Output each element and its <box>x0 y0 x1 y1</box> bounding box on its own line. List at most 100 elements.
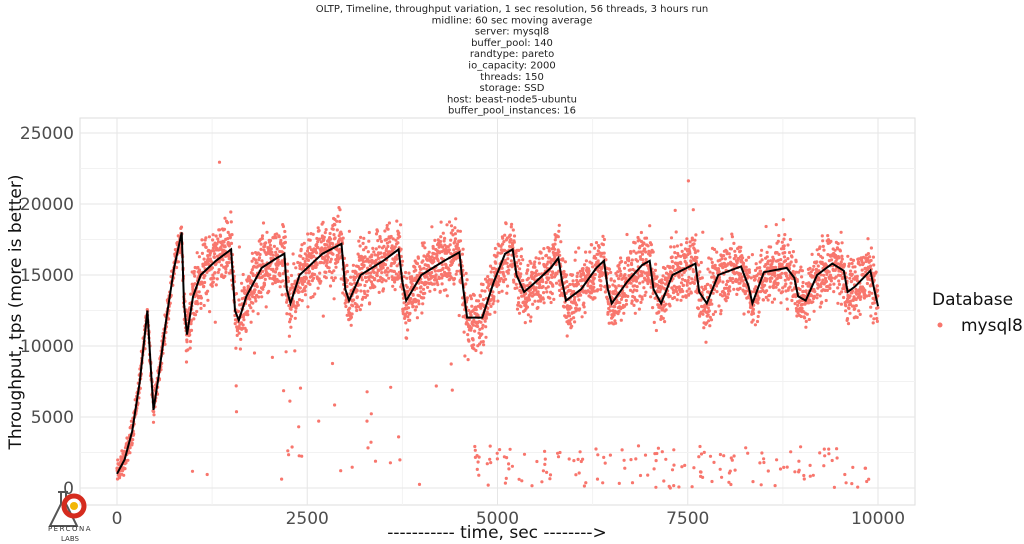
data-point <box>613 305 617 309</box>
data-point <box>731 277 735 281</box>
data-point <box>559 240 563 244</box>
data-point <box>577 471 581 475</box>
data-point <box>423 291 427 295</box>
data-point <box>512 234 517 238</box>
data-point <box>239 321 243 325</box>
data-point <box>765 289 769 293</box>
data-point <box>186 348 190 352</box>
data-point <box>304 271 308 275</box>
data-point <box>230 233 234 237</box>
data-point <box>659 287 663 291</box>
data-point <box>399 223 403 227</box>
data-point <box>869 264 873 268</box>
data-point <box>311 266 315 271</box>
data-point <box>541 297 545 301</box>
data-point <box>434 273 438 277</box>
data-point <box>373 459 378 463</box>
data-point <box>254 299 258 303</box>
data-point <box>808 282 813 287</box>
data-point <box>500 266 504 270</box>
data-point <box>716 267 721 271</box>
data-point <box>439 220 443 224</box>
data-point <box>867 293 871 298</box>
data-point <box>593 272 597 277</box>
data-point <box>451 259 456 263</box>
data-point <box>550 275 554 279</box>
data-point <box>465 278 469 282</box>
data-point <box>837 256 841 260</box>
svg-text:PERCONA: PERCONA <box>48 525 92 533</box>
data-point <box>538 283 542 287</box>
data-point <box>784 282 788 286</box>
data-point <box>518 274 522 278</box>
data-point <box>610 296 615 300</box>
data-point <box>394 238 398 242</box>
data-point <box>553 247 557 251</box>
data-point <box>223 216 227 220</box>
data-point <box>193 282 197 286</box>
data-point <box>298 286 302 290</box>
data-point <box>642 241 646 246</box>
data-point <box>281 224 285 229</box>
data-point <box>623 261 628 265</box>
data-point <box>300 299 304 303</box>
data-point <box>581 457 585 461</box>
data-point <box>782 244 786 248</box>
data-point <box>343 301 347 305</box>
data-point <box>681 289 685 293</box>
data-point <box>446 274 450 278</box>
data-point <box>214 283 218 287</box>
data-point <box>237 298 241 302</box>
data-point <box>415 316 419 320</box>
data-point <box>821 244 825 248</box>
data-point <box>519 262 523 266</box>
data-point <box>670 468 675 472</box>
data-point <box>241 315 245 319</box>
data-point <box>676 251 680 256</box>
data-point <box>453 239 457 244</box>
data-point <box>222 227 227 231</box>
data-point <box>853 270 857 274</box>
data-point <box>776 239 780 243</box>
data-point <box>856 485 860 489</box>
data-point <box>549 261 553 265</box>
data-point <box>750 253 755 257</box>
data-point <box>673 251 677 255</box>
data-point <box>548 256 552 260</box>
data-point <box>469 326 473 330</box>
data-point <box>223 274 227 278</box>
data-point <box>623 466 627 470</box>
data-point <box>741 256 745 260</box>
data-point <box>124 461 128 465</box>
data-point <box>613 319 617 323</box>
data-point <box>322 235 326 239</box>
data-point <box>768 272 772 276</box>
data-point <box>435 278 439 282</box>
data-point <box>200 282 204 286</box>
data-point <box>789 450 793 454</box>
data-point <box>721 280 725 284</box>
data-point <box>773 271 777 275</box>
data-point <box>297 298 302 302</box>
data-point <box>609 270 613 275</box>
data-point <box>326 251 330 255</box>
data-point <box>432 282 436 286</box>
data-point <box>315 242 319 247</box>
data-point <box>461 247 465 251</box>
data-point <box>567 314 572 318</box>
data-point <box>779 258 783 262</box>
data-point <box>455 242 459 246</box>
data-point <box>506 257 510 261</box>
data-point <box>539 251 543 255</box>
data-point <box>387 221 391 225</box>
data-point <box>677 275 681 279</box>
data-point <box>425 275 429 279</box>
data-point <box>352 298 356 302</box>
data-point <box>584 250 588 254</box>
data-point <box>393 280 397 284</box>
data-point <box>756 272 761 276</box>
data-point <box>799 445 803 449</box>
data-point <box>729 482 733 487</box>
data-point <box>354 305 358 309</box>
data-point <box>444 263 448 267</box>
